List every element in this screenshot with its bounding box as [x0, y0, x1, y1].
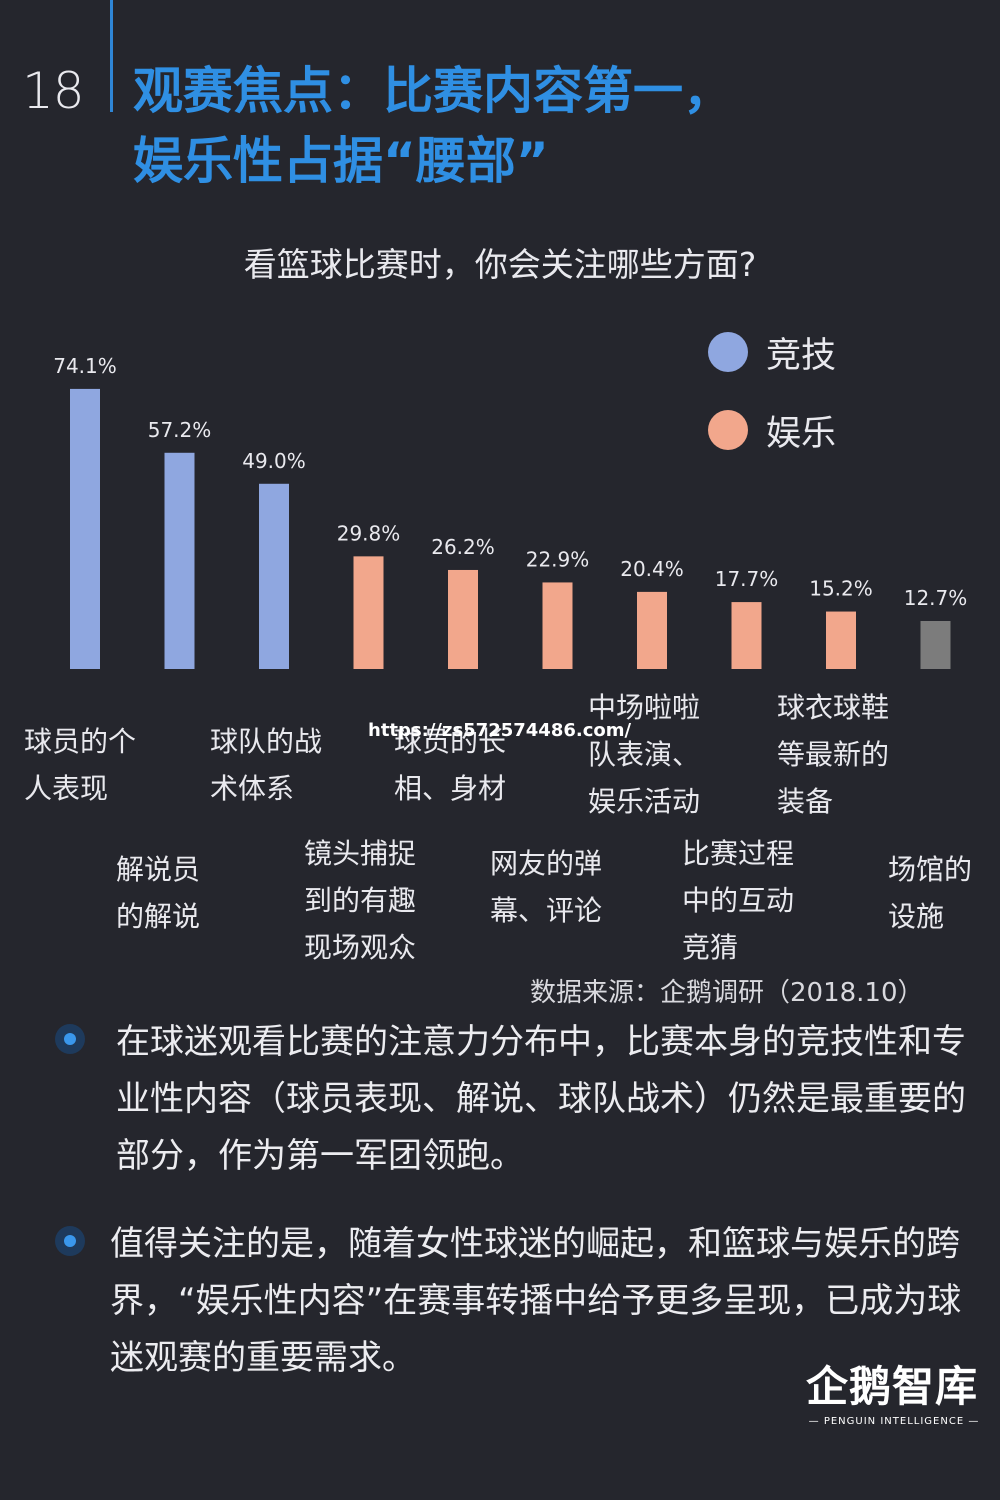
- title-line-2: 娱乐性占据“腰部”: [133, 132, 549, 190]
- paragraph-2: 值得关注的是，随着女性球迷的崛起，和篮球与娱乐的跨界，“娱乐性内容”在赛事转播中…: [110, 1224, 962, 1378]
- value-label-1: 57.2%: [148, 418, 212, 442]
- value-label-5: 22.9%: [526, 547, 590, 571]
- value-label-7: 17.7%: [715, 567, 779, 591]
- bar-8: [826, 611, 856, 669]
- category-label-8: 球衣球鞋 等最新的 装备: [777, 691, 890, 818]
- category-label-1: 解说员 的解说: [116, 853, 201, 933]
- value-label-4: 26.2%: [431, 535, 495, 559]
- title-divider: [110, 0, 113, 112]
- page-title: 观赛焦点：比赛内容第一， 娱乐性占据“腰部”: [133, 56, 993, 196]
- bar-chart: 74.1% 57.2% 49.0% 29.8% 26.2% 22.9% 20.4% 17.7%…: [53, 354, 968, 669]
- category-label-7: 比赛过程 中的互动 竞猜: [682, 837, 795, 964]
- value-label-8: 15.2%: [809, 577, 873, 601]
- bullet-point-2: [55, 1226, 85, 1256]
- legend-label-competitive: 竞技: [766, 335, 837, 376]
- data-source: 数据来源：企鹅调研（2018.10）: [530, 978, 924, 1008]
- legend-item-entertainment: 娱乐: [708, 410, 836, 454]
- bullet-point-1: [55, 1024, 85, 1054]
- watermark-url: https://zs572574486.com/: [368, 720, 632, 741]
- bar-2: [259, 483, 289, 669]
- category-label-9: 场馆的 设施: [888, 853, 973, 933]
- logo-text: 企鹅智库: [806, 1362, 979, 1411]
- legend-dot-entertainment: [708, 410, 748, 450]
- bar-9: [920, 620, 951, 669]
- bar-4: [448, 569, 478, 669]
- legend-label-entertainment: 娱乐: [766, 413, 837, 454]
- value-label-0: 74.1%: [53, 354, 117, 378]
- value-label-2: 49.0%: [242, 449, 306, 473]
- paragraph-1: 在球迷观看比赛的注意力分布中，比赛本身的竞技性和专业性内容（球员表现、解说、球队…: [116, 1022, 966, 1176]
- category-label-2: 球队的战 术体系: [210, 725, 323, 805]
- value-label-3: 29.8%: [337, 521, 401, 545]
- penguin-intelligence-logo: 企鹅智库 — PENGUIN INTELLIGENCE —: [806, 1362, 982, 1427]
- bar-0: [70, 388, 100, 669]
- category-label-0: 球员的个 人表现: [24, 725, 137, 805]
- legend-item-competitive: 竞技: [708, 332, 836, 376]
- category-label-6: 中场啦啦 队表演、 娱乐活动: [588, 691, 701, 818]
- bar-6: [637, 591, 667, 669]
- value-label-6: 20.4%: [620, 557, 684, 581]
- chart-title: 看篮球比赛时，你会关注哪些方面?: [243, 245, 757, 284]
- logo-subtext: — PENGUIN INTELLIGENCE —: [808, 1416, 980, 1427]
- bar-5: [542, 582, 573, 669]
- title-line-1: 观赛焦点：比赛内容第一，: [133, 62, 733, 120]
- bar-3: [353, 556, 384, 669]
- bar-7: [731, 602, 762, 669]
- category-label-4: 球员的长 相、身材: [394, 725, 507, 805]
- chart-legend: 竞技 娱乐: [708, 332, 836, 488]
- legend-dot-competitive: [708, 332, 748, 372]
- bar-1: [164, 452, 195, 669]
- category-label-5: 网友的弹 幕、评论: [490, 847, 603, 927]
- page-number: 18: [22, 62, 85, 120]
- category-label-3: 镜头捕捉 到的有趣 现场观众: [304, 837, 417, 964]
- value-label-9: 12.7%: [904, 586, 968, 610]
